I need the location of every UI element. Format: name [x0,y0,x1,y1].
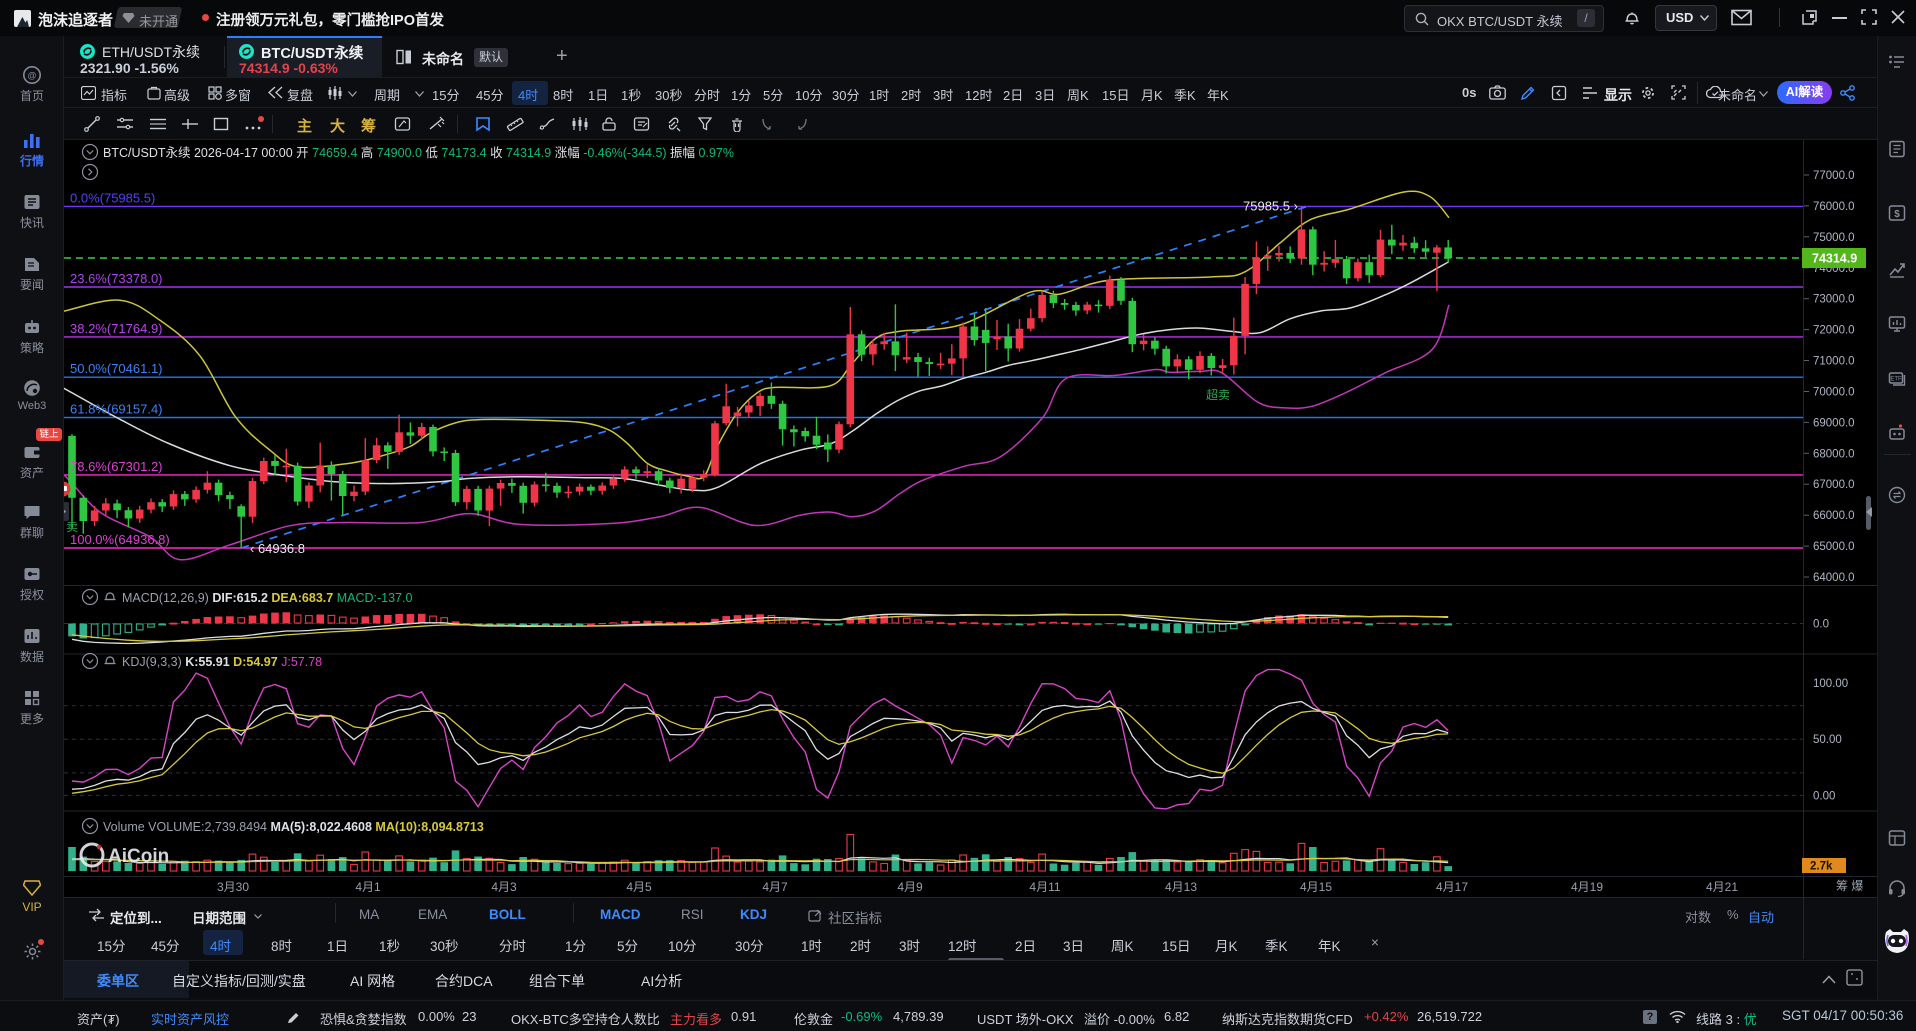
svg-text:23.6%(73378.0): 23.6%(73378.0) [70,271,163,286]
svg-text:Volume VOLUME:2,739.8494 MA(: Volume VOLUME:2,739.8494 MA(5):8,022.460… [103,820,484,834]
svg-text:69000.0: 69000.0 [1813,417,1855,429]
svg-text:66000.0: 66000.0 [1813,510,1855,522]
svg-text:超卖: 超卖 [1206,387,1230,402]
svg-text:‹ 64936.8: ‹ 64936.8 [250,541,305,556]
svg-text:4月13: 4月13 [1165,880,1197,894]
svg-text:4月3: 4月3 [491,880,517,894]
svg-text:4月19: 4月19 [1571,880,1603,894]
svg-text:72000.0: 72000.0 [1813,325,1855,337]
svg-text:MACD(12,26,9) DIF:615.2 DEA:: MACD(12,26,9) DIF:615.2 DEA:683.7 MACD:-… [122,591,412,605]
svg-text:78.6%(67301.2): 78.6%(67301.2) [70,459,163,474]
svg-text:4月1: 4月1 [355,880,381,894]
svg-text:BTC/USDT永续 2026-04-17 00:00: BTC/USDT永续 2026-04-17 00:00 开 74659.4 高 … [103,145,734,160]
svg-text:74314.9: 74314.9 [1812,252,1857,266]
svg-text:100.00: 100.00 [1813,678,1848,690]
svg-text:KDJ(9,3,3) K:55.91 D:54.97: KDJ(9,3,3) K:55.91 D:54.97 J:57.78 [122,655,322,669]
svg-text:ETF: ETF [1890,377,1902,383]
svg-text:4月15: 4月15 [1300,880,1332,894]
svg-text:64000.0: 64000.0 [1813,572,1855,584]
svg-text:73000.0: 73000.0 [1813,294,1855,306]
svg-text:4月9: 4月9 [897,880,923,894]
svg-text:@: @ [27,71,36,81]
svg-text:3月30: 3月30 [217,880,249,894]
svg-text:筹 爆: 筹 爆 [1836,879,1863,893]
svg-text:68000.0: 68000.0 [1813,448,1855,460]
svg-text:38.2%(71764.9): 38.2%(71764.9) [70,321,163,336]
svg-text:65000.0: 65000.0 [1813,541,1855,553]
svg-text:卖: 卖 [66,520,78,534]
svg-text:50.00: 50.00 [1813,734,1842,746]
svg-text:75985.5 ›: 75985.5 › [1243,198,1298,213]
svg-text:75000.0: 75000.0 [1813,232,1855,244]
svg-text:2.7k: 2.7k [1810,861,1833,873]
svg-text:0.00: 0.00 [1813,790,1835,802]
svg-text:4月11: 4月11 [1029,880,1060,894]
svg-text:4月7: 4月7 [762,880,788,894]
svg-text:50.0%(70461.1): 50.0%(70461.1) [70,361,163,376]
svg-text:100.0%(64936.8): 100.0%(64936.8) [70,532,170,547]
svg-text:0.0%(75985.5): 0.0%(75985.5) [70,190,155,205]
svg-text:4月21: 4月21 [1706,880,1738,894]
svg-text:71000.0: 71000.0 [1813,356,1855,368]
svg-text:AiCoin: AiCoin [108,846,169,867]
svg-text:0.0: 0.0 [1813,619,1829,631]
svg-text:4月5: 4月5 [626,880,652,894]
svg-text:70000.0: 70000.0 [1813,387,1855,399]
svg-text:67000.0: 67000.0 [1813,479,1855,491]
svg-text:76000.0: 76000.0 [1813,201,1855,213]
svg-text:77000.0: 77000.0 [1813,170,1855,182]
svg-text:4月17: 4月17 [1436,880,1468,894]
svg-text:$: $ [1894,209,1900,220]
svg-text:61.8%(69157.4): 61.8%(69157.4) [70,402,163,417]
